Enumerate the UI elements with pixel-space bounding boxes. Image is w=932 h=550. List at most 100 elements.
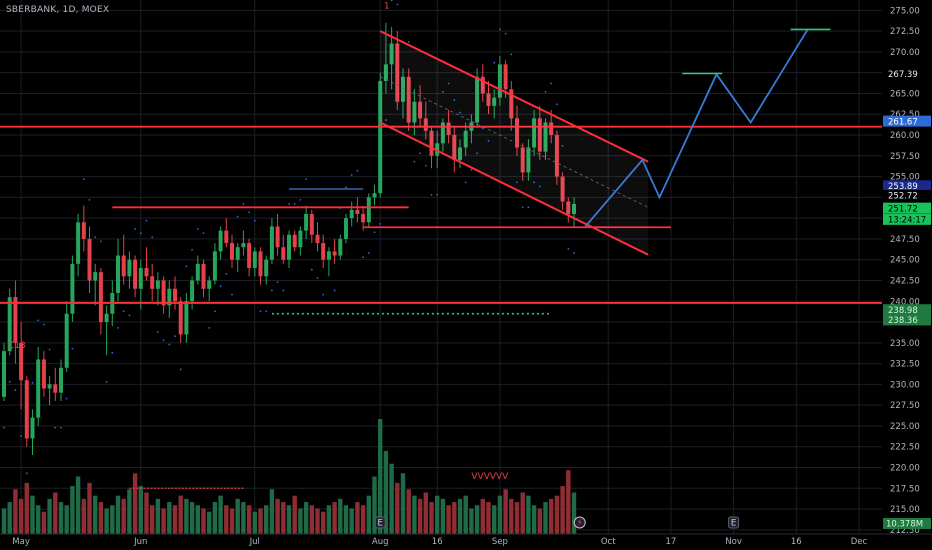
indicator-dot [424, 164, 427, 167]
event-marker-label: E [731, 519, 737, 529]
price-axis[interactable]: 275.00272.50270.00267.50265.00262.50260.… [882, 0, 932, 550]
volume-bar [315, 508, 320, 534]
candle-body [161, 280, 166, 306]
indicator-dot [573, 252, 575, 254]
indicator-dot [310, 268, 313, 271]
candle-body [492, 97, 497, 106]
indicator-dot [362, 256, 364, 259]
volume-bar [212, 502, 218, 534]
candle-body [423, 118, 428, 131]
candle-body [235, 247, 240, 260]
indicator-dot [48, 348, 51, 351]
volume-bar [514, 502, 520, 534]
volume-bar [417, 498, 423, 534]
price-tick-label: 227.50 [890, 401, 920, 411]
candle-body [2, 351, 6, 397]
volume-bar [412, 495, 417, 534]
indicator-dot [128, 314, 131, 317]
candle-body [549, 122, 554, 135]
indicator-dot [219, 285, 222, 288]
price-tick-label: 220.00 [890, 464, 920, 474]
volume-bar [24, 482, 29, 534]
candle-body [93, 272, 98, 281]
candle-body [167, 288, 172, 306]
indicator-dot [88, 198, 91, 201]
candle-body [554, 135, 559, 177]
candle-body [81, 222, 86, 239]
time-tick-label: May [12, 537, 30, 547]
volume-bar [326, 505, 332, 534]
price-tick-label: 270.00 [890, 48, 920, 58]
candle-body [560, 176, 565, 202]
indicator-dot [390, 0, 393, 2]
candle-body [429, 130, 434, 156]
volume-bar [144, 492, 149, 534]
candle-body [537, 118, 542, 152]
candle-body [446, 122, 451, 135]
indicator-dot [550, 82, 553, 85]
indicator-dot [25, 472, 28, 475]
time-tick-label: Jun [133, 537, 147, 547]
price-tick-label: 260.00 [890, 131, 920, 141]
volume-bar [201, 508, 206, 534]
volume-bar [463, 495, 468, 534]
candle-body [87, 238, 92, 281]
volume-bar [343, 505, 349, 534]
candle-body [315, 234, 320, 244]
indicator-dot [242, 203, 245, 205]
indicator-dot [516, 181, 518, 184]
indicator-dot [185, 265, 188, 268]
indicator-dot [499, 28, 501, 31]
horizontal-levels [0, 125, 882, 315]
candle-body [321, 243, 326, 260]
time-tick-label: 16 [432, 537, 443, 547]
candle-body [366, 197, 371, 223]
volume-bar [423, 492, 428, 534]
candle-body [59, 367, 63, 393]
volume-bar [378, 419, 383, 534]
volume-bar [18, 498, 24, 534]
indicator-dot [151, 236, 154, 239]
indicator-dot [94, 236, 97, 239]
candle-body [497, 64, 502, 98]
price-badge-bg [883, 115, 931, 127]
candle-body [292, 234, 297, 248]
candle-body [515, 118, 519, 148]
candle-body [372, 193, 377, 198]
indicator-dot [459, 111, 461, 114]
candle-body [116, 255, 120, 293]
indicator-dot [556, 103, 558, 106]
indicator-dot [168, 343, 171, 346]
indicator-dot [214, 310, 216, 313]
channel-fill [380, 31, 649, 255]
indicator-dot [282, 289, 285, 292]
volume-bar [218, 495, 223, 534]
indicator-dot [442, 90, 444, 93]
price-badge-label: 261.67 [888, 117, 918, 127]
candle-body [326, 251, 331, 260]
volume-bar [520, 492, 525, 534]
candle-body [121, 255, 126, 277]
price-tick-label: 232.50 [890, 360, 920, 370]
indicator-dot [162, 339, 165, 342]
indicator-dot [413, 160, 416, 163]
candle-body [269, 226, 274, 260]
indicator-dot [305, 178, 307, 180]
candle-body [195, 263, 200, 281]
price-badge-label: 13:24:17 [888, 216, 926, 226]
volume-bar [269, 489, 275, 534]
candle-body [212, 251, 217, 281]
volume-bar [110, 505, 115, 534]
candle-body [486, 93, 491, 106]
channel-upper-line [379, 30, 649, 163]
candle-body [36, 359, 41, 418]
indicator-dot [248, 211, 251, 214]
price-tick-label: 257.50 [890, 152, 920, 162]
candle-body [287, 234, 291, 260]
price-badge-bg [883, 213, 931, 225]
price-projection [584, 28, 831, 228]
time-axis[interactable]: May Jun Jul Aug 16 Sep Oct 17 Nov 16 Dec [0, 533, 932, 547]
volume-bar [286, 505, 292, 534]
candle-body [224, 230, 229, 244]
